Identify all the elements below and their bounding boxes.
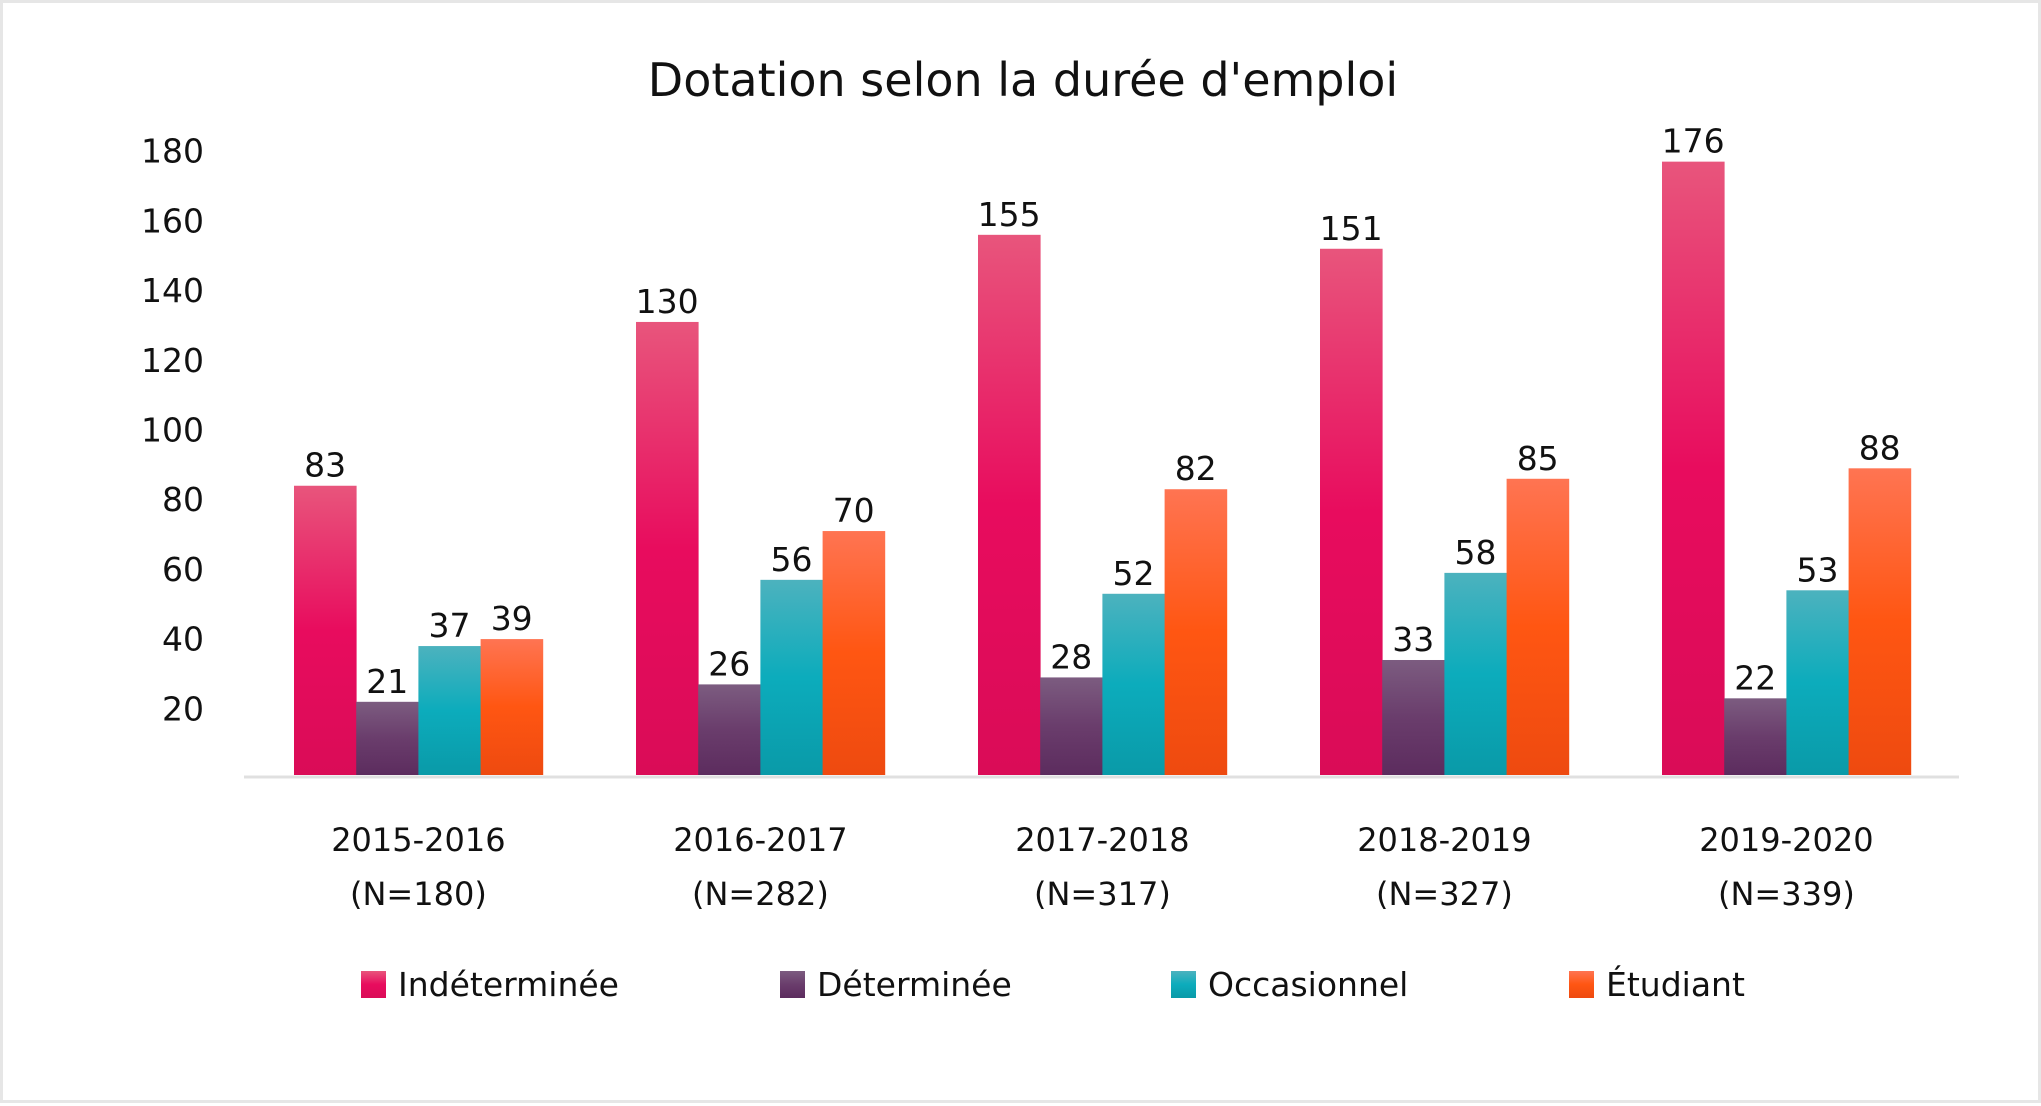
bar-determinee-0 bbox=[356, 701, 419, 775]
y-axis-ticks: 20 40 60 80 100 120 140 160 180 bbox=[141, 132, 204, 729]
y-tick-label: 40 bbox=[162, 620, 204, 659]
y-tick-label: 140 bbox=[141, 271, 204, 310]
data-label: 39 bbox=[491, 599, 533, 638]
legend-item: Occasionnel bbox=[1171, 965, 1408, 1004]
data-label: 58 bbox=[1455, 533, 1497, 572]
chart-title: Dotation selon la durée d'emploi bbox=[648, 53, 1398, 107]
legend: Indéterminée Déterminée Occasionnel Étudian… bbox=[361, 964, 1745, 1004]
bar-occasionnel-0 bbox=[418, 646, 481, 775]
legend-item: Déterminée bbox=[780, 965, 1012, 1004]
bar-etudiant-1 bbox=[822, 531, 886, 775]
bar-etudiant-3 bbox=[1506, 478, 1570, 775]
x-tick-sublabel: (N=180) bbox=[350, 875, 487, 913]
bars bbox=[294, 161, 1912, 775]
data-label: 37 bbox=[429, 606, 471, 645]
bar-determinee-1 bbox=[698, 684, 761, 775]
data-labels: 83 21 37 39 130 26 56 70 155 28 52 82 151 33 58 85 176 22… bbox=[304, 122, 1901, 701]
bar-determinee-2 bbox=[1040, 677, 1103, 775]
bar-occasionnel-3 bbox=[1444, 572, 1507, 775]
y-tick-label: 80 bbox=[162, 480, 204, 519]
data-label: 53 bbox=[1797, 550, 1839, 589]
data-label: 155 bbox=[978, 195, 1041, 234]
bar-determinee-3 bbox=[1382, 659, 1445, 775]
data-label: 176 bbox=[1662, 122, 1725, 161]
x-tick-label: 2017-2018 bbox=[1015, 821, 1189, 859]
legend-label: Déterminée bbox=[817, 965, 1012, 1004]
bar-occasionnel-4 bbox=[1786, 590, 1849, 775]
data-label: 151 bbox=[1320, 209, 1383, 248]
bar-etudiant-2 bbox=[1164, 489, 1228, 775]
bar-indeterminee-4 bbox=[1662, 161, 1725, 775]
bar-chart: Dotation selon la durée d'emploi 20 40 60 8… bbox=[141, 53, 1959, 1004]
data-label: 70 bbox=[833, 491, 875, 530]
x-tick-label: 2018-2019 bbox=[1357, 821, 1531, 859]
x-tick-label: 2015-2016 bbox=[331, 821, 505, 859]
bar-indeterminee-0 bbox=[294, 485, 357, 775]
bar-indeterminee-3 bbox=[1320, 248, 1383, 775]
y-tick-label: 180 bbox=[141, 132, 204, 171]
data-label: 26 bbox=[708, 644, 750, 683]
legend-swatch bbox=[1171, 971, 1196, 998]
bar-etudiant-4 bbox=[1848, 468, 1912, 775]
legend-item: Étudiant bbox=[1569, 964, 1745, 1004]
bar-indeterminee-1 bbox=[636, 321, 699, 775]
bar-occasionnel-2 bbox=[1102, 593, 1165, 775]
data-label: 82 bbox=[1175, 449, 1217, 488]
data-label: 33 bbox=[1392, 620, 1434, 659]
x-tick-label: 2019-2020 bbox=[1699, 821, 1873, 859]
legend-swatch bbox=[1569, 971, 1594, 998]
y-tick-label: 60 bbox=[162, 550, 204, 589]
data-label: 130 bbox=[636, 282, 699, 321]
data-label: 52 bbox=[1113, 554, 1155, 593]
legend-swatch bbox=[361, 971, 386, 998]
y-tick-label: 100 bbox=[141, 411, 204, 450]
y-tick-label: 20 bbox=[162, 689, 204, 728]
legend-label: Étudiant bbox=[1606, 964, 1745, 1004]
data-label: 88 bbox=[1859, 428, 1901, 467]
data-label: 22 bbox=[1734, 658, 1776, 697]
bar-indeterminee-2 bbox=[978, 234, 1041, 775]
y-tick-label: 160 bbox=[141, 201, 204, 240]
x-tick-label: 2016-2017 bbox=[673, 821, 847, 859]
legend-item: Indéterminée bbox=[361, 965, 619, 1004]
legend-label: Indéterminée bbox=[398, 965, 619, 1004]
x-tick-sublabel: (N=317) bbox=[1034, 875, 1171, 913]
data-label: 28 bbox=[1050, 637, 1092, 676]
x-tick-sublabel: (N=339) bbox=[1718, 875, 1855, 913]
bar-etudiant-0 bbox=[480, 639, 544, 775]
data-label: 56 bbox=[771, 540, 813, 579]
legend-swatch bbox=[780, 971, 805, 998]
x-axis-labels: 2015-2016 (N=180) 2016-2017 (N=282) 2017-201… bbox=[331, 821, 1873, 913]
data-label: 21 bbox=[366, 662, 408, 701]
x-tick-sublabel: (N=282) bbox=[692, 875, 829, 913]
bar-determinee-4 bbox=[1724, 698, 1787, 775]
y-tick-label: 120 bbox=[141, 341, 204, 380]
data-label: 83 bbox=[304, 446, 346, 485]
bar-occasionnel-1 bbox=[760, 579, 823, 775]
data-label: 85 bbox=[1517, 439, 1559, 478]
x-tick-sublabel: (N=327) bbox=[1376, 875, 1513, 913]
legend-label: Occasionnel bbox=[1208, 965, 1408, 1004]
